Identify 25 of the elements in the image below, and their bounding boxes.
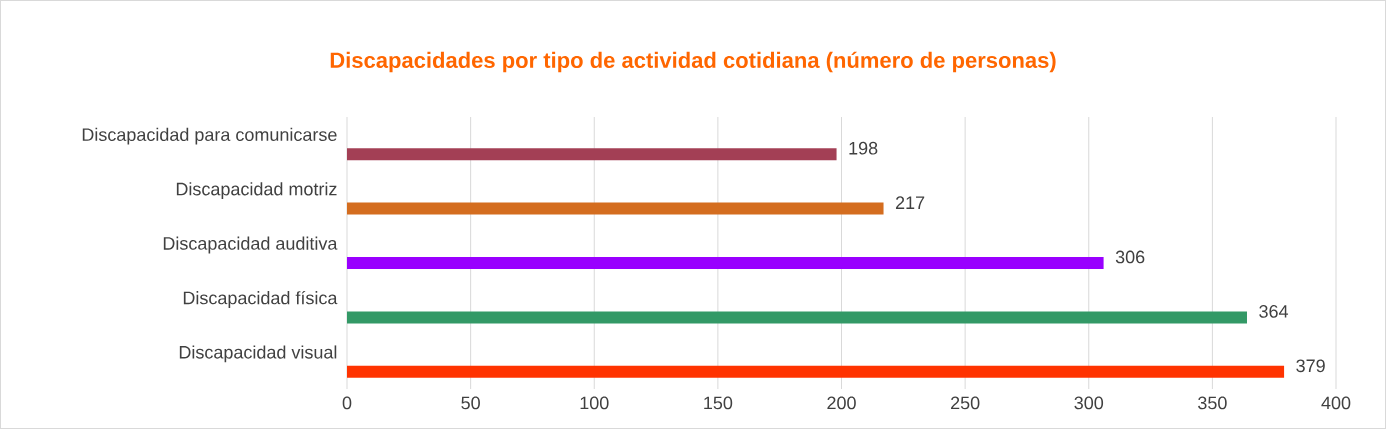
y-tick-label: Discapacidad visual [179, 345, 337, 363]
bar [347, 148, 837, 161]
data-label: 364 [1259, 305, 1289, 318]
x-tick-label: 300 [1074, 396, 1104, 410]
y-tick-label: Discapacidad física [183, 290, 338, 308]
x-tick-label: 0 [342, 396, 352, 410]
bar [347, 202, 884, 215]
x-tick-label: 350 [1198, 396, 1227, 410]
y-tick-label: Discapacidad motriz [176, 182, 337, 199]
data-label: 379 [1296, 359, 1325, 373]
data-label: 217 [895, 196, 925, 209]
y-tick-label: Discapacidad para comunicarse [82, 127, 337, 145]
x-tick-label: 250 [951, 396, 980, 410]
chart-title: Discapacidades por tipo de actividad cotidiana (número de personas) [330, 51, 1056, 73]
data-label: 306 [1115, 250, 1145, 264]
x-tick-label: 50 [461, 396, 480, 410]
x-tick-label: 400 [1321, 396, 1351, 410]
bar [347, 365, 1285, 378]
y-tick-label: Discapacidad auditiva [163, 236, 338, 254]
bar [347, 257, 1104, 269]
x-tick-label: 100 [580, 396, 609, 410]
data-label: 198 [849, 141, 878, 155]
bar [347, 311, 1247, 324]
x-tick-label: 200 [827, 396, 856, 410]
x-tick-label: 150 [704, 396, 733, 410]
